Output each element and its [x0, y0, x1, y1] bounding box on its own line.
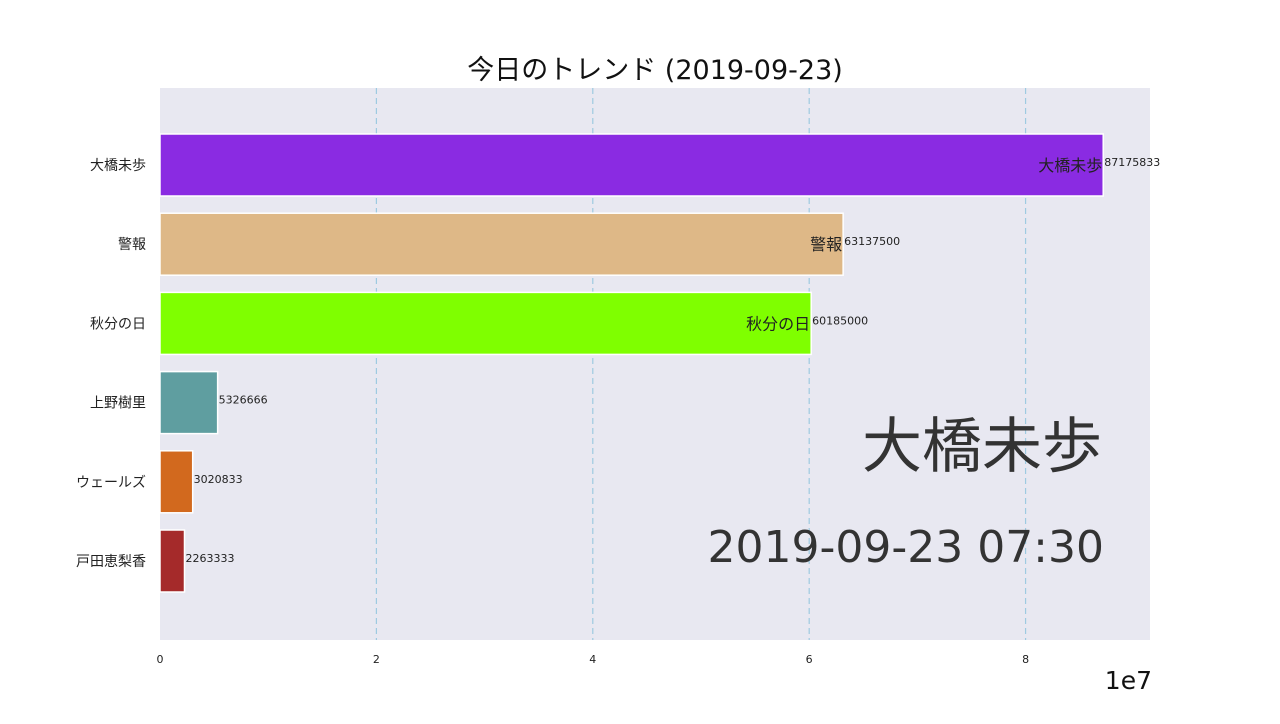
y-tick-label: 秋分の日	[90, 316, 146, 332]
y-tick-label: 警報	[118, 237, 146, 253]
value-label: 3020833	[194, 473, 243, 486]
x-tick-label: 4	[589, 653, 596, 666]
timestamp-annotation: 2019-09-23 07:30	[708, 522, 1105, 573]
value-label: 60185000	[812, 314, 868, 327]
bar-name-label: 警報	[810, 235, 842, 254]
bar	[159, 529, 186, 593]
bar	[159, 370, 219, 435]
value-label: 2263333	[185, 552, 234, 565]
bar	[159, 450, 194, 514]
y-tick-label: 戸田恵梨香	[76, 554, 146, 570]
x-axis: 0 2 4 6 8	[157, 653, 1030, 666]
value-label: 87175833	[1104, 156, 1160, 169]
leader-annotation: 大橋未歩	[862, 412, 1102, 482]
x-axis-offset-label: 1e7	[1105, 666, 1152, 695]
bar-name-label: 大橋未歩	[1038, 156, 1102, 175]
value-label: 63137500	[844, 235, 900, 248]
bar	[159, 212, 844, 276]
y-tick-label: 大橋未歩	[90, 158, 146, 174]
y-tick-label: ウェールズ	[76, 475, 146, 491]
x-tick-label: 2	[373, 653, 380, 666]
bar	[159, 291, 812, 356]
x-tick-label: 0	[157, 653, 164, 666]
bars: 87175833大橋未歩63137500警報60185000秋分の日532666…	[159, 133, 1160, 593]
chart-title: 今日のトレンド (2019-09-23)	[467, 55, 843, 86]
value-label: 5326666	[219, 394, 268, 407]
x-tick-label: 8	[1022, 653, 1029, 666]
bar	[159, 133, 1104, 197]
x-tick-label: 6	[806, 653, 813, 666]
y-tick-label: 上野樹里	[90, 396, 146, 412]
bar-name-label: 秋分の日	[746, 314, 810, 333]
